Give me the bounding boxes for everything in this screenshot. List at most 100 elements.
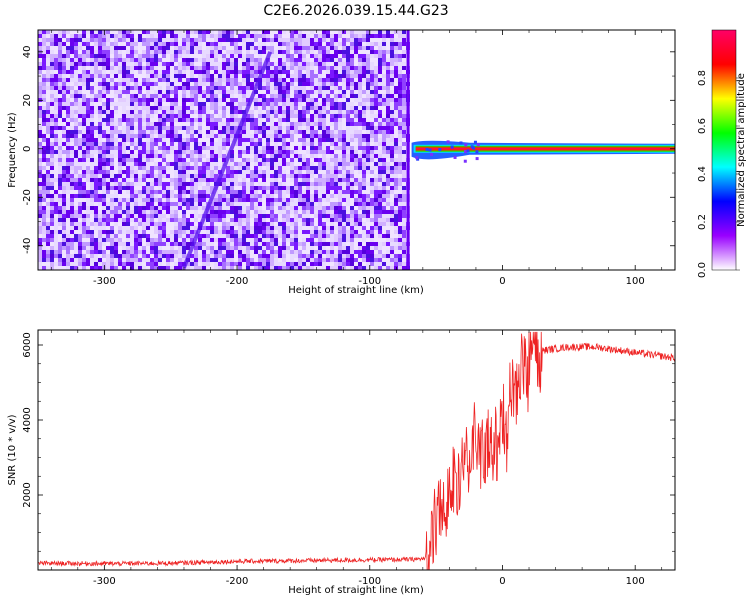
heatmap-cell bbox=[274, 82, 278, 86]
heatmap-cell bbox=[246, 166, 250, 170]
heatmap-cell bbox=[70, 230, 74, 234]
heatmap-cell bbox=[118, 254, 122, 258]
heatmap-cell bbox=[82, 226, 86, 234]
heatmap-cell bbox=[170, 46, 174, 50]
heatmap-cell bbox=[206, 142, 210, 146]
heatmap-cell bbox=[206, 246, 210, 250]
heatmap-noise-edge bbox=[406, 30, 410, 270]
heatmap-cell bbox=[278, 78, 282, 82]
heatmap-cell bbox=[218, 110, 222, 114]
heatmap-cell bbox=[42, 218, 46, 222]
heatmap-cell bbox=[250, 78, 254, 82]
heatmap-cell bbox=[294, 106, 298, 110]
heatmap-cell bbox=[378, 218, 382, 222]
heatmap-cell bbox=[234, 226, 238, 230]
heatmap-cell bbox=[326, 82, 330, 86]
heatmap-cell bbox=[402, 186, 406, 190]
heatmap-cell bbox=[54, 250, 58, 254]
heatmap-cell bbox=[250, 178, 254, 182]
heatmap-cell bbox=[386, 94, 390, 98]
heatmap-cell bbox=[66, 98, 70, 102]
heatmap-cell bbox=[122, 86, 126, 90]
heatmap-cell bbox=[50, 166, 54, 170]
heatmap-cell bbox=[110, 266, 114, 270]
heatmap-cell bbox=[290, 198, 294, 202]
heatmap-cell bbox=[262, 242, 266, 246]
heatmap-cell bbox=[170, 214, 174, 218]
heatmap-cell bbox=[394, 190, 398, 194]
heatmap-cell bbox=[54, 38, 58, 42]
heatmap-cell bbox=[194, 34, 198, 38]
heatmap-cell bbox=[38, 214, 42, 218]
heatmap-cell bbox=[158, 254, 162, 258]
heatmap-cell bbox=[130, 246, 134, 250]
heatmap-cell bbox=[366, 94, 370, 98]
heatmap-cell bbox=[330, 202, 334, 210]
heatmap-cell bbox=[94, 86, 98, 90]
carrier-speck bbox=[473, 140, 477, 144]
heatmap-cell bbox=[82, 82, 86, 86]
heatmap-cell bbox=[186, 162, 190, 166]
heatmap-cell bbox=[190, 78, 194, 82]
heatmap-cell bbox=[114, 126, 118, 130]
heatmap-cell bbox=[106, 102, 110, 106]
heatmap-cell bbox=[122, 34, 126, 38]
heatmap-cell bbox=[222, 254, 226, 258]
heatmap-cell bbox=[154, 138, 158, 142]
heatmap-cell bbox=[366, 50, 370, 54]
heatmap-cell bbox=[78, 214, 82, 218]
heatmap-cell bbox=[142, 214, 146, 218]
snr-y-axis-label: SNR (10 * v/v) bbox=[7, 414, 18, 485]
heatmap-cell bbox=[118, 126, 122, 130]
heatmap-cell bbox=[154, 38, 158, 42]
heatmap-cell bbox=[242, 154, 246, 158]
heatmap-cell bbox=[326, 198, 330, 202]
heatmap-cell bbox=[354, 250, 358, 254]
heatmap-cell bbox=[314, 126, 318, 130]
heatmap-cell bbox=[342, 122, 346, 126]
heatmap-cell bbox=[218, 242, 222, 246]
heatmap-cell bbox=[350, 70, 354, 74]
heatmap-cell bbox=[298, 150, 302, 154]
heatmap-cell bbox=[266, 38, 270, 42]
heatmap-cell bbox=[378, 134, 382, 138]
heatmap-cell bbox=[230, 30, 234, 34]
heatmap-cell bbox=[94, 74, 98, 78]
heatmap-cell bbox=[66, 182, 70, 190]
heatmap-cell bbox=[234, 94, 238, 98]
heatmap-cell bbox=[102, 118, 106, 122]
heatmap-cell bbox=[162, 134, 166, 138]
heatmap-cell bbox=[142, 142, 146, 146]
heatmap-cell bbox=[330, 218, 334, 222]
heatmap-cell bbox=[202, 86, 206, 90]
heatmap-cell bbox=[210, 266, 214, 270]
heatmap-cell bbox=[38, 242, 42, 246]
heatmap-cell bbox=[358, 166, 362, 170]
heatmap-cell bbox=[134, 162, 138, 166]
heatmap-cell bbox=[262, 54, 266, 58]
heatmap-cell bbox=[42, 222, 46, 226]
heatmap-cell bbox=[162, 222, 166, 226]
heatmap-cell bbox=[126, 194, 130, 198]
heatmap-cell bbox=[66, 174, 70, 178]
colorbar-tick-label: 0.2 bbox=[697, 214, 708, 230]
heatmap-cell bbox=[150, 174, 154, 178]
heatmap-cell bbox=[242, 234, 246, 242]
heatmap-cell bbox=[190, 82, 194, 86]
heatmap-cell bbox=[94, 266, 98, 270]
heatmap-cell bbox=[370, 130, 374, 134]
heatmap-cell bbox=[170, 198, 174, 202]
heatmap-cell bbox=[178, 54, 182, 58]
heatmap-cell bbox=[226, 102, 230, 106]
heatmap-cell bbox=[334, 62, 338, 66]
heatmap-cell bbox=[42, 34, 46, 38]
heatmap-cell bbox=[98, 206, 102, 210]
heatmap-cell bbox=[106, 190, 110, 194]
heatmap-cell bbox=[250, 190, 254, 194]
heatmap-cell bbox=[354, 162, 358, 166]
heatmap-cell bbox=[226, 126, 230, 134]
heatmap-cell bbox=[78, 218, 82, 222]
heatmap-cell bbox=[174, 266, 178, 270]
heatmap-cell bbox=[370, 118, 374, 122]
heatmap-cell bbox=[194, 118, 198, 122]
